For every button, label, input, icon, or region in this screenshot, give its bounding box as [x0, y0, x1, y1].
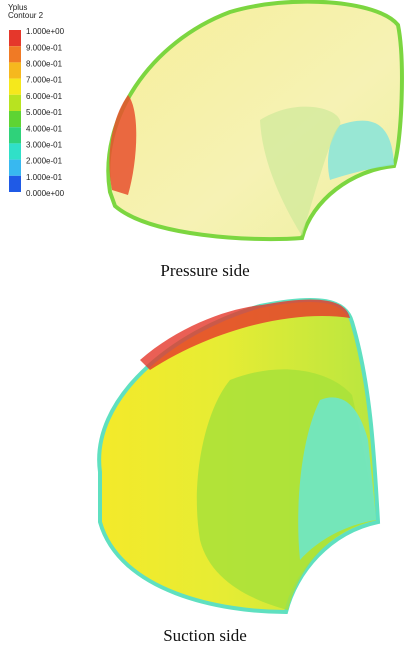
legend-label: 1.000e-01 — [26, 173, 63, 182]
legend-label: 8.000e-01 — [26, 60, 63, 69]
legend-subtitle: Contour 2 — [8, 11, 44, 20]
color-swatch — [9, 176, 21, 192]
caption: Suction side — [163, 626, 247, 645]
legend-label: 3.000e-01 — [26, 141, 63, 150]
legend-label: 5.000e-01 — [26, 108, 63, 117]
figure: Yplus Contour 2 1.000e+009.000e-018.000e… — [0, 0, 406, 647]
legend-label: 6.000e-01 — [26, 92, 63, 101]
color-swatch — [9, 30, 21, 46]
color-swatch — [9, 160, 21, 176]
color-swatch — [9, 95, 21, 111]
legend-label: 1.000e+00 — [26, 27, 65, 36]
legend-label: 0.000e+00 — [26, 189, 65, 198]
color-swatch — [9, 46, 21, 62]
color-swatch — [9, 62, 21, 78]
legend-label: 2.000e-01 — [26, 157, 63, 166]
color-swatch — [9, 79, 21, 95]
color-swatch — [9, 111, 21, 127]
legend: Yplus Contour 2 1.000e+009.000e-018.000e… — [8, 3, 65, 198]
blade-surface — [108, 2, 402, 240]
legend-label: 4.000e-01 — [26, 124, 63, 133]
legend-label: 9.000e-01 — [26, 43, 63, 52]
suction-blade — [99, 299, 378, 612]
color-swatch — [9, 143, 21, 159]
caption: Pressure side — [160, 261, 249, 280]
color-swatch — [9, 127, 21, 143]
pressure-blade — [108, 2, 402, 240]
legend-label: 7.000e-01 — [26, 76, 63, 85]
